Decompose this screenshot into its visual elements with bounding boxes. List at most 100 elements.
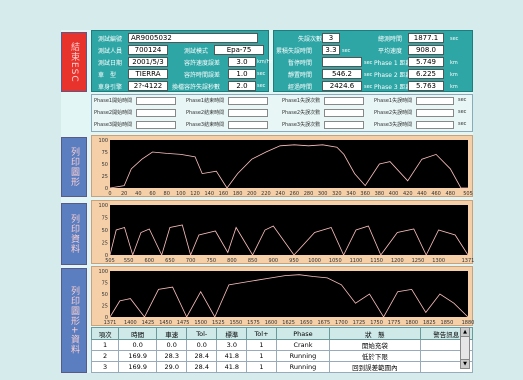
x-tick-label: 1425 xyxy=(142,320,155,326)
p2-fail-time-field xyxy=(416,109,454,117)
table-cell: Running xyxy=(275,361,331,373)
fail-sec-field[interactable]: 2.0 xyxy=(228,81,256,91)
table-row[interactable]: 1 0.0 0.0 0.0 3.0 1 Crank 開始充袋 xyxy=(90,339,474,351)
table-cell: 0.0 xyxy=(118,339,158,351)
mode-label: 測試模式 xyxy=(184,48,209,55)
total-unit: sec xyxy=(450,36,459,42)
table-row[interactable]: 2 169.9 28.3 28.4 41.8 1 Running 低於下限 xyxy=(90,350,474,362)
test-id-label: 測試編號 xyxy=(98,36,123,43)
print-chart-button[interactable]: 列印圖形 xyxy=(61,137,87,197)
print-chart-data-button[interactable]: 列印圖形+資料 xyxy=(61,268,87,373)
x-tick-label: 20 xyxy=(121,191,127,197)
x-tick-label: 1850 xyxy=(441,320,454,326)
x-tick-label: 300 xyxy=(318,191,328,197)
x-tick-label: 40 xyxy=(135,191,141,197)
table-cell: 2 xyxy=(90,350,120,362)
x-tick-label: 220 xyxy=(261,191,271,197)
x-tick-label: 505 xyxy=(105,258,115,264)
plot-area xyxy=(110,140,468,188)
y-tick-label: 50 xyxy=(102,292,108,298)
table-cell: 41.8 xyxy=(216,361,248,373)
pause-unit: sec xyxy=(364,60,373,66)
table-cell: 3 xyxy=(90,361,120,373)
fail-sec-unit: sec xyxy=(257,83,266,89)
p1-dist-label: Phase 1 距離 xyxy=(374,60,412,67)
idle-label: 靜置時間 xyxy=(288,72,313,79)
p3-end-label: Phase3結束時間 xyxy=(186,122,225,128)
y-tick-label: 75 xyxy=(102,216,108,222)
x-tick-label: 140 xyxy=(204,191,214,197)
x-tick-label: 200 xyxy=(247,191,257,197)
table-body: 1 0.0 0.0 0.0 3.0 1 Crank 開始充袋 2 169.9 28.3 28.4 41.… xyxy=(90,339,474,373)
p2-dist-label: Phase 2 距離 xyxy=(374,72,412,79)
x-tick-label: 1750 xyxy=(370,320,383,326)
elapsed-field: 2424.6 xyxy=(322,81,362,91)
plate-field[interactable]: 2?-4122 xyxy=(128,81,168,91)
scroll-down-icon[interactable]: ▼ xyxy=(461,359,469,368)
y-tick-label: 100 xyxy=(98,269,108,275)
x-tick-label: 240 xyxy=(275,191,285,197)
stats-panel: 失誤次數 3 總測時間 1877.1 sec 累積失誤時間 3.3 sec 平均… xyxy=(273,30,473,92)
x-tick-label: 1625 xyxy=(282,320,295,326)
x-tick-label: 1250 xyxy=(412,258,425,264)
p1-fail-time-label: Phase1失誤時間 xyxy=(374,98,413,104)
x-tick-label: 80 xyxy=(164,191,170,197)
x-tick-label: 1800 xyxy=(405,320,418,326)
y-tick-label: 25 xyxy=(102,174,108,180)
date-field[interactable]: 2001/5/3 xyxy=(128,57,168,67)
x-tick-label: 480 xyxy=(446,191,456,197)
exit-esc-button[interactable]: 結束ESC xyxy=(61,32,87,92)
table-row[interactable]: 3 169.9 29.0 28.4 41.8 1 Running 回到誤差範圍內 xyxy=(90,361,474,373)
p1-dist-unit: km xyxy=(450,60,458,66)
print-data-label: 列印資料 xyxy=(69,214,79,254)
p2-start-field xyxy=(136,109,176,117)
main-window: 結束ESC 列印圖形 列印資料 列印圖形+資料 測試編號 AR9005032 測… xyxy=(61,30,474,373)
tol-speed-field[interactable]: 3.0 xyxy=(228,57,256,67)
x-tick-label: 700 xyxy=(186,258,196,264)
p2-dist-unit: km xyxy=(450,72,458,78)
table-header-cell: 時間 xyxy=(118,327,158,340)
test-id-field[interactable]: AR9005032 xyxy=(128,33,258,43)
p3-fails-field xyxy=(324,121,364,129)
table-cell: Running xyxy=(275,350,331,362)
p3-start-label: Phase3開始時間 xyxy=(94,122,133,128)
tol-time-unit: sec xyxy=(257,71,266,77)
x-tick-label: 340 xyxy=(346,191,356,197)
x-tick-label: 750 xyxy=(207,258,217,264)
x-tick-label: 1100 xyxy=(350,258,363,264)
x-tick-label: 420 xyxy=(403,191,413,197)
y-tick-label: 0 xyxy=(105,315,108,321)
y-tick-label: 50 xyxy=(102,162,108,168)
table-cell: 41.8 xyxy=(216,350,248,362)
x-tick-label: 1500 xyxy=(194,320,207,326)
table-cell: 169.9 xyxy=(118,350,158,362)
p3-end-field xyxy=(228,121,268,129)
event-table: 項次 時間 車速 Tol- 標準 Tol+ Phase 狀 態警告訊息 1 0.0 0.0 0.0 3… xyxy=(90,327,474,373)
print-data-button[interactable]: 列印資料 xyxy=(61,203,87,265)
model-field[interactable]: TIERRA xyxy=(128,69,168,79)
tol-time-field[interactable]: 1.0 xyxy=(228,69,256,79)
p1-start-label: Phase1開始時間 xyxy=(94,98,133,104)
table-cell: 0.0 xyxy=(156,339,188,351)
total-label: 總測時間 xyxy=(378,36,403,43)
mode-field[interactable]: Epa-75 xyxy=(214,45,264,55)
tester-field[interactable]: 700124 xyxy=(128,45,168,55)
table-scrollbar[interactable]: ▲ ▼ xyxy=(460,327,470,369)
x-tick-label: 800 xyxy=(227,258,237,264)
y-tick-label: 100 xyxy=(98,203,108,209)
print-chart-label: 列印圖形 xyxy=(69,147,79,187)
avg-speed-label: 平均速度 xyxy=(378,48,403,55)
x-tick-label: 1825 xyxy=(423,320,436,326)
p3-sec-unit: sec xyxy=(458,121,467,127)
x-tick-label: 1600 xyxy=(265,320,278,326)
x-tick-label: 1371 xyxy=(104,320,117,326)
x-tick-label: 1575 xyxy=(247,320,260,326)
x-tick-label: 950 xyxy=(289,258,299,264)
scroll-up-icon[interactable]: ▲ xyxy=(461,328,469,337)
table-header-cell: 項次 xyxy=(90,327,120,340)
p1-fail-time-field xyxy=(416,97,454,105)
p3-dist-field: 5.763 xyxy=(408,81,444,91)
x-tick-label: 1650 xyxy=(300,320,313,326)
table-cell: 1 xyxy=(246,339,277,351)
phase3-chart: 100 75 50 25 0 1371 1400 1425 1450 1475 1500 1525 15… xyxy=(91,266,474,326)
